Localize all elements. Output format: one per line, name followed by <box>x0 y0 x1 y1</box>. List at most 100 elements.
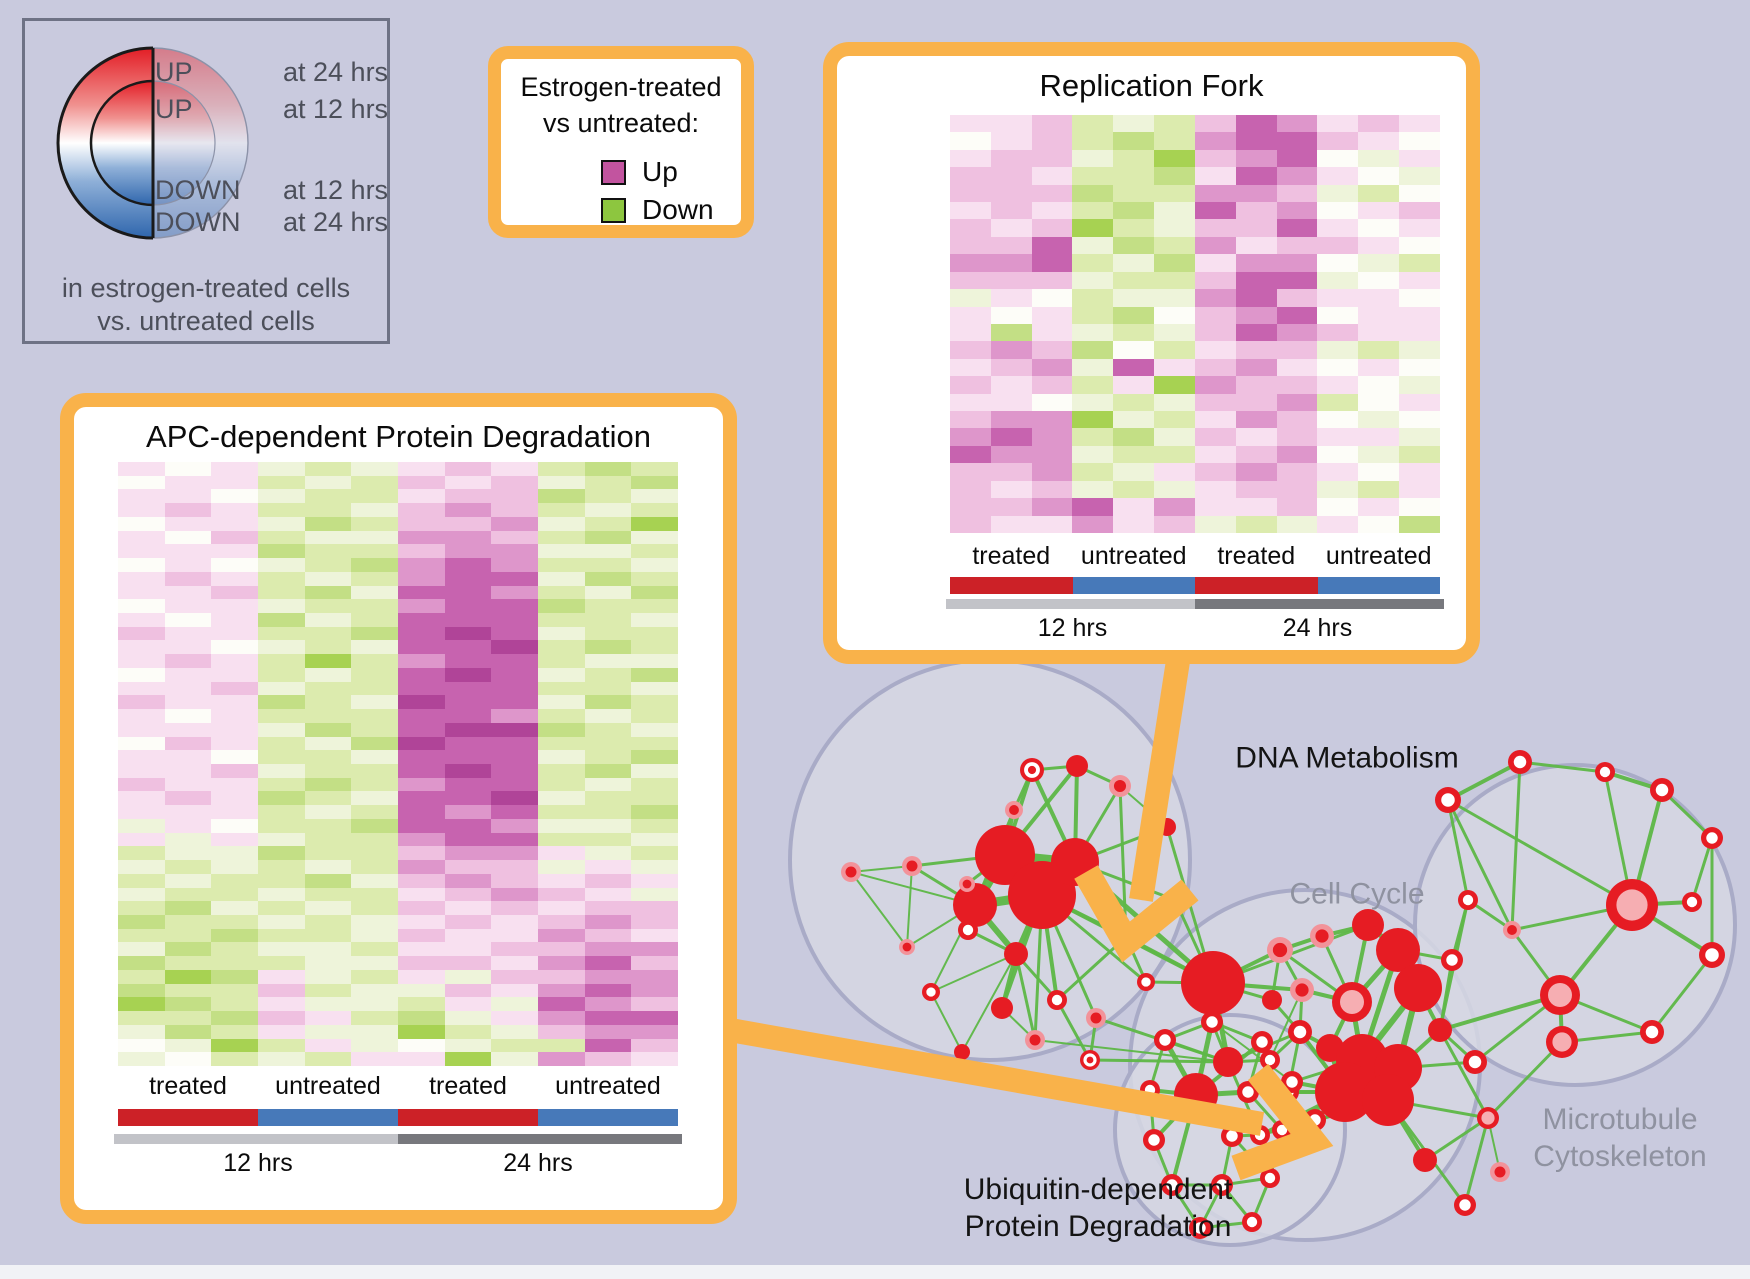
updown-time-label: at 12 hrs <box>283 94 389 124</box>
heatmap-cell <box>950 306 991 324</box>
heatmap-cell <box>1276 271 1318 290</box>
heatmap-cell <box>351 860 398 874</box>
condition-label: untreated <box>275 1072 381 1100</box>
heatmap-cell <box>351 667 398 682</box>
cluster-label-microtubule-cytoskeleton: Microtubule Cytoskeleton <box>1533 1101 1706 1175</box>
heatmap-cell <box>258 475 305 490</box>
heatmap-cell <box>304 558 352 572</box>
heatmap-cell <box>164 681 212 696</box>
heatmap-cell <box>1113 428 1155 446</box>
heatmap-cell <box>538 613 585 627</box>
heatmap-cell <box>211 1052 258 1066</box>
network-node-white-center-core <box>1159 1034 1171 1046</box>
heatmap-cell <box>118 1038 165 1053</box>
network-node-bullseye-core <box>1027 765 1037 775</box>
heatmap-cell <box>631 956 678 970</box>
heatmap-cell <box>1276 376 1318 394</box>
network-edge <box>1038 858 1079 899</box>
network-edge <box>1349 947 1401 1005</box>
condition-color-segment <box>1195 577 1318 594</box>
up-color-swatch <box>601 159 626 185</box>
heatmap-cell <box>258 860 305 874</box>
heatmap-cell <box>631 530 678 545</box>
network-edge <box>1030 768 1077 864</box>
heatmap-cell <box>1235 254 1277 272</box>
network-edge <box>1438 1028 1477 1064</box>
heatmap-cell <box>631 544 678 559</box>
heatmap-cell <box>164 791 212 806</box>
heatmap-cell <box>164 928 212 943</box>
heatmap-cell <box>164 558 212 572</box>
network-node-pink-center-core <box>1481 1111 1495 1125</box>
network-node-bullseye-core <box>1086 1056 1094 1064</box>
heatmap-cell <box>491 709 538 723</box>
heatmap-cell <box>491 667 538 682</box>
network-edge <box>1487 1117 1501 1173</box>
network-edge <box>1211 948 1282 985</box>
heatmap-cell <box>538 997 585 1012</box>
heatmap-cell <box>538 764 585 778</box>
network-edge <box>1246 1080 1294 1094</box>
heatmap-cell <box>444 805 492 819</box>
apc-panel: APC-dependent Protein Degradation treate… <box>60 393 737 1224</box>
heatmap-cell <box>164 530 212 545</box>
heatmap-cell <box>1031 428 1073 446</box>
heatmap-cell <box>1399 376 1440 394</box>
network-node-bullseye <box>1115 926 1137 948</box>
heatmap-cell <box>1358 132 1400 150</box>
heatmap-cell <box>491 1024 538 1039</box>
heatmap-cell <box>584 681 632 696</box>
heatmap-cell <box>1358 463 1400 481</box>
heatmap-cell <box>118 969 165 984</box>
heatmap-cell <box>1113 219 1155 237</box>
heatmap-cell <box>1235 289 1277 307</box>
heatmap-cell <box>258 887 305 902</box>
network-edge <box>1558 903 1634 997</box>
time-label: 12 hrs <box>223 1149 293 1177</box>
heatmap-cell <box>1072 132 1114 150</box>
heatmap-cell <box>398 764 445 778</box>
heatmap-cell <box>1399 515 1440 533</box>
heatmap-cell <box>351 475 398 490</box>
heatmap-cell <box>211 777 258 792</box>
heatmap-cell <box>1317 289 1359 307</box>
network-edge <box>1290 1058 1364 1084</box>
heatmap-cell <box>164 736 212 751</box>
network-node-white-center-core <box>1264 1172 1276 1184</box>
network-edge <box>1040 893 1215 985</box>
heatmap-cell <box>211 846 258 861</box>
network-edge <box>1438 1028 1490 1120</box>
heatmap-cell <box>631 709 678 723</box>
heatmap-cell <box>258 1011 305 1025</box>
heatmap-cell <box>584 928 632 943</box>
heatmap-cell <box>631 860 678 874</box>
heatmap-cell <box>444 475 492 490</box>
heatmap-cell <box>1113 306 1155 324</box>
heatmap-cell <box>258 997 305 1012</box>
heatmap-cell <box>304 585 352 600</box>
network-node-white-center-core <box>1599 766 1611 778</box>
heatmap-cell <box>211 544 258 559</box>
heatmap-cell <box>258 558 305 572</box>
heatmap-cell <box>164 571 212 586</box>
network-edge <box>1630 900 1694 907</box>
apc-heatmap <box>118 462 678 1066</box>
network-edge <box>1073 784 1122 864</box>
arrow-to-ubiquitin-cluster-shaft <box>727 1018 1265 1136</box>
heatmap-cell <box>1031 341 1073 359</box>
time-color-segment <box>398 1134 682 1144</box>
estrogen-legend-title: Estrogen-treated vs untreated: <box>501 69 741 141</box>
heatmap-cell <box>538 544 585 559</box>
estrogen-legend-title-line1: Estrogen-treated <box>520 72 722 102</box>
heatmap-cell <box>584 915 632 929</box>
network-edge <box>1163 1020 1214 1042</box>
network-node-solid <box>1376 928 1420 972</box>
network-node-solid <box>1428 1018 1452 1042</box>
heatmap-cell <box>1113 149 1155 168</box>
heatmap-cell <box>584 1038 632 1053</box>
heatmap-cell <box>211 969 258 984</box>
heatmap-cell <box>1194 498 1236 516</box>
heatmap-cell <box>1031 498 1073 516</box>
heatmap-cell <box>1276 411 1318 429</box>
heatmap-cell <box>398 585 445 600</box>
